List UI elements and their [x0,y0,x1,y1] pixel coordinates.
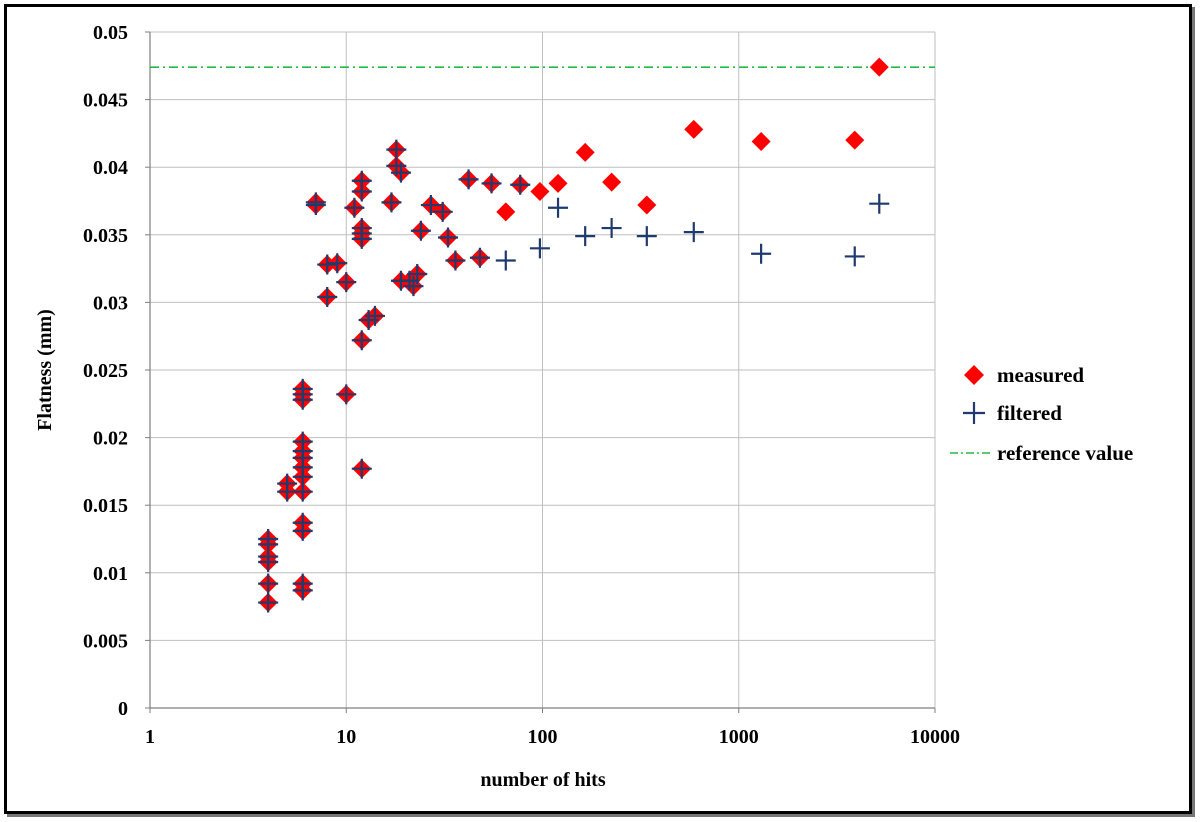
x-axis-title: number of hits [480,769,605,791]
filtered-point-55 [510,174,531,195]
legend-measured-label: measured [997,363,1084,387]
y-tick-label-2: 0.01 [93,563,128,585]
x-tick-label-4: 10000 [910,726,960,748]
filtered-point-11 [292,512,313,533]
filtered-point-63 [844,246,865,267]
filtered-point-5 [258,529,279,549]
filtered-series [258,139,890,613]
filtered-point-1 [258,573,279,594]
measured-point-64 [869,57,889,77]
filtered-point-53 [481,173,502,194]
y-tick-label-7: 0.035 [83,225,128,247]
filtered-point-23 [317,286,338,307]
measured-point-60 [637,195,657,215]
filtered-point-60 [636,226,657,247]
filtered-point-57 [548,197,569,218]
measured-point-54 [496,202,516,222]
y-tick-label-10: 0.05 [93,22,128,44]
legend-item-measured: measured [964,363,1084,387]
filtered-point-27 [336,272,357,293]
y-tick-label-3: 0.015 [83,495,128,517]
legend: measured filtered reference value [950,363,1133,465]
y-tick-label-6: 0.03 [93,292,128,314]
y-tick-label-8: 0.04 [93,157,128,179]
filtered-point-45 [407,264,428,285]
filtered-point-22 [305,192,326,213]
filtered-point-29 [351,458,372,479]
filtered-point-26 [336,384,357,405]
filtered-point-46 [410,220,431,241]
filtered-point-52 [469,247,490,268]
legend-item-reference: reference value [950,441,1133,465]
filtered-point-41 [390,162,411,183]
filtered-point-49 [438,227,459,248]
x-tick-label-0: 1 [145,726,155,748]
tick-labels: 0 0.005 0.01 0.015 0.02 0.025 0.03 0.035 0.04 0.0… [83,22,960,748]
filtered-point-0 [258,592,279,613]
filtered-point-61 [683,222,704,243]
filtered-point-50 [445,250,466,271]
legend-measured-marker [964,365,984,385]
filtered-point-20 [292,378,313,399]
y-tick-label-5: 0.025 [83,360,128,382]
filtered-point-17 [292,431,313,452]
filtered-point-38 [381,192,402,213]
filtered-point-64 [869,193,890,214]
filtered-point-59 [601,218,622,239]
grid-lines [150,31,936,708]
filtered-point-51 [458,169,479,190]
legend-reference-label: reference value [997,441,1133,465]
filtered-point-44 [403,276,424,297]
filtered-point-54 [495,250,516,271]
filtered-point-7 [277,473,298,494]
measured-point-56 [530,182,550,202]
measured-point-63 [845,130,865,150]
x-tick-label-1: 10 [336,726,356,748]
x-tick-label-3: 1000 [719,726,759,748]
filtered-point-9 [292,573,313,594]
filtered-point-24 [317,254,338,275]
measured-series [258,57,889,613]
y-tick-label-1: 0.005 [83,630,128,652]
filtered-point-56 [529,238,550,259]
measured-point-58 [575,142,595,162]
filtered-point-58 [575,226,596,247]
filtered-point-40 [386,139,407,160]
y-axis-title: Flatness (mm) [34,309,56,431]
filtered-point-28 [344,197,365,218]
measured-point-62 [751,132,771,152]
y-tick-label-0: 0 [118,698,128,720]
filtered-point-25 [327,253,348,274]
filtered-point-30 [351,330,372,351]
filtered-point-47 [420,195,441,216]
filtered-point-35 [351,170,372,191]
y-tick-label-9: 0.045 [83,90,128,112]
axes [145,31,936,713]
filtered-point-48 [432,201,453,222]
chart-frame [4,4,1192,814]
measured-point-59 [602,172,622,192]
filtered-point-62 [751,243,772,264]
filtered-point-33 [351,218,372,239]
legend-filtered-label: filtered [997,401,1062,425]
x-tick-label-2: 100 [528,726,558,748]
y-tick-label-4: 0.02 [93,428,128,450]
legend-filtered-marker [963,402,985,424]
legend-item-filtered: filtered [963,401,1062,425]
measured-point-57 [548,173,568,193]
measured-point-61 [684,119,704,139]
filtered-point-37 [364,305,385,326]
